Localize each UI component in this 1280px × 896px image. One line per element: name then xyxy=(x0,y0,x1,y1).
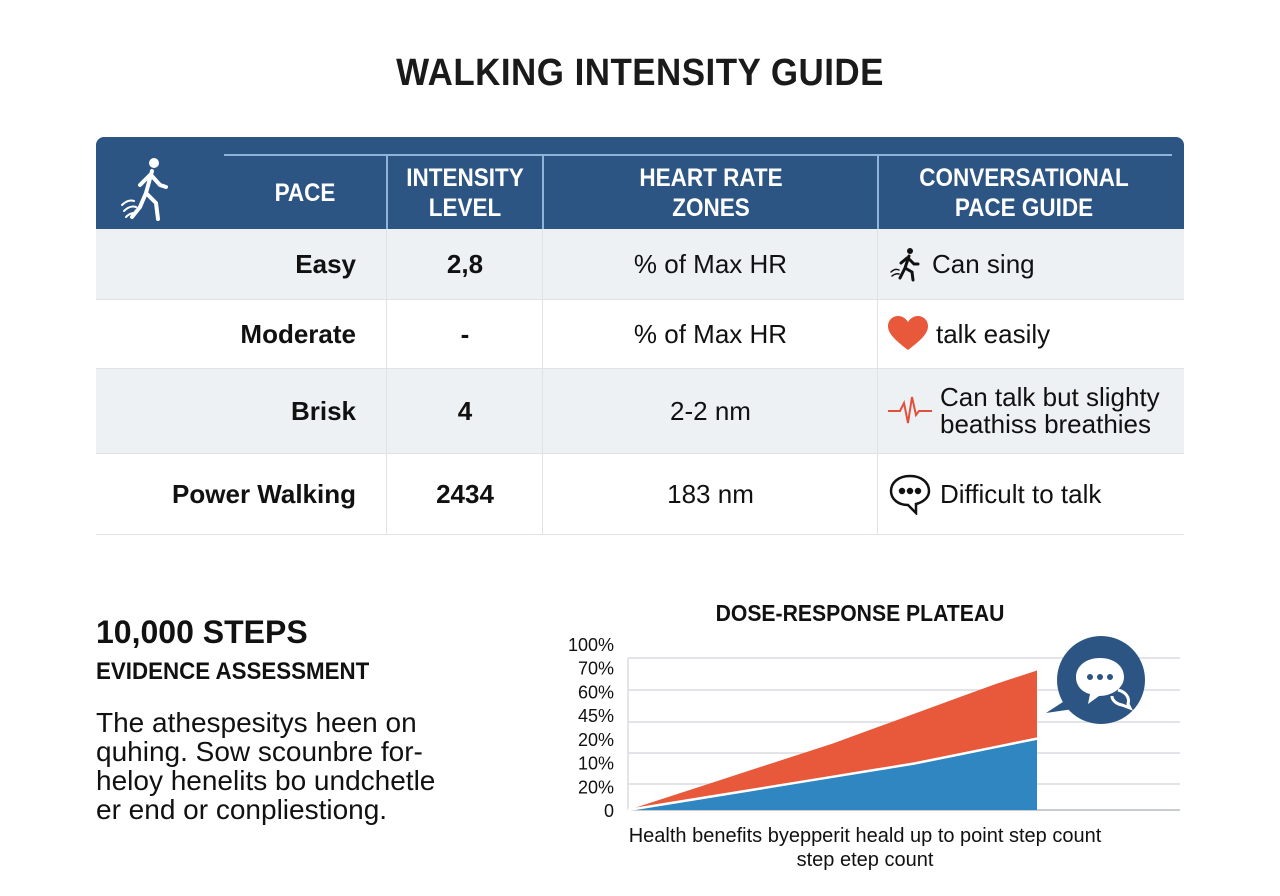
column-separator xyxy=(386,369,387,453)
header-intensity: INTENSITY LEVEL xyxy=(406,163,524,222)
conversational-cell: Difficult to talk xyxy=(878,454,1184,534)
pace-cell: Brisk xyxy=(290,395,356,426)
intensity-cell: 4 xyxy=(457,395,473,426)
heart-rate-cell: 183 nm xyxy=(667,478,754,509)
y-tick-label: 70% xyxy=(578,659,614,679)
page-title: WALKING INTENSITY GUIDE xyxy=(396,52,884,94)
y-tick-label: 45% xyxy=(578,706,614,726)
series-boundary xyxy=(627,737,1038,812)
y-tick-label: 60% xyxy=(578,682,614,702)
intensity-table: PACE INTENSITY LEVEL HEART RATE ZONES CO… xyxy=(96,137,1184,537)
column-separator xyxy=(542,229,543,299)
chart-xlabel: Health benefits byepperit heald up to po… xyxy=(628,825,1102,871)
header-pace: PACE xyxy=(274,178,336,207)
pace-cell: Moderate xyxy=(240,318,356,349)
chat-bubble-icon xyxy=(1046,636,1145,724)
column-separator xyxy=(877,156,879,229)
intensity-cell: - xyxy=(460,318,470,349)
table-row: Power Walking 2434 183 nm Difficult to t… xyxy=(96,454,1184,535)
intensity-cell: 2434 xyxy=(436,478,494,509)
table-row: Easy 2,8 % of Max HR Can sing xyxy=(96,229,1184,300)
intensity-cell: 2,8 xyxy=(446,248,484,279)
evidence-subheading: EVIDENCE ASSESSMENT xyxy=(96,658,370,685)
column-separator xyxy=(542,454,543,534)
column-separator xyxy=(542,369,543,453)
y-tick-label: 100% xyxy=(568,635,614,655)
column-separator xyxy=(386,454,387,534)
pace-cell: Power Walking xyxy=(172,478,356,509)
heart-rate-cell: % of Max HR xyxy=(633,318,788,349)
table-header: PACE INTENSITY LEVEL HEART RATE ZONES CO… xyxy=(96,137,1184,229)
column-separator xyxy=(877,454,878,534)
orange-area xyxy=(628,670,1037,810)
blue-area xyxy=(628,738,1037,810)
speech-bubble-icon xyxy=(888,473,932,515)
column-separator xyxy=(877,369,878,453)
header-conversational: CONVERSATIONAL PACE GUIDE xyxy=(919,163,1129,222)
chart-title: DOSE-RESPONSE PLATEAU xyxy=(715,600,1005,626)
walking-person-icon xyxy=(121,158,168,221)
column-separator xyxy=(386,156,388,229)
table-row: Moderate - % of Max HR talk easily xyxy=(96,300,1184,369)
y-tick-label: 20% xyxy=(578,777,614,797)
steps-heading: 10,000 STEPS xyxy=(96,614,308,650)
header-divider xyxy=(224,154,1172,156)
walking-person-icon xyxy=(888,246,924,282)
column-separator xyxy=(386,229,387,299)
heart-icon xyxy=(888,316,928,352)
y-tick-label: 10% xyxy=(578,754,614,774)
column-separator xyxy=(877,229,878,299)
conversational-cell: Can talk but slighty beathiss breathies xyxy=(878,369,1184,453)
conversational-text: Can sing xyxy=(932,248,1035,279)
pace-cell: Easy xyxy=(295,248,356,279)
column-separator xyxy=(877,300,878,368)
conversational-text: Can talk but slighty beathiss breathies xyxy=(940,382,1160,439)
evidence-body: The athespesitys heen on quhing. Sow sco… xyxy=(96,707,436,825)
conversational-text: talk easily xyxy=(936,318,1051,349)
y-tick-label: 20% xyxy=(578,730,614,750)
header-heart-rate: HEART RATE ZONES xyxy=(639,163,783,222)
column-separator xyxy=(542,300,543,368)
conversational-cell: talk easily xyxy=(878,300,1184,368)
heartbeat-icon xyxy=(888,393,932,429)
heart-rate-cell: 2-2 nm xyxy=(670,395,751,426)
conversational-text: Difficult to talk xyxy=(940,478,1102,509)
table-row: Brisk 4 2-2 nm Can talk but slighty beat… xyxy=(96,369,1184,454)
heart-rate-cell: % of Max HR xyxy=(633,248,788,279)
y-tick-label: 0 xyxy=(604,801,614,821)
column-separator xyxy=(386,300,387,368)
conversational-cell: Can sing xyxy=(878,229,1184,299)
column-separator xyxy=(542,156,544,229)
